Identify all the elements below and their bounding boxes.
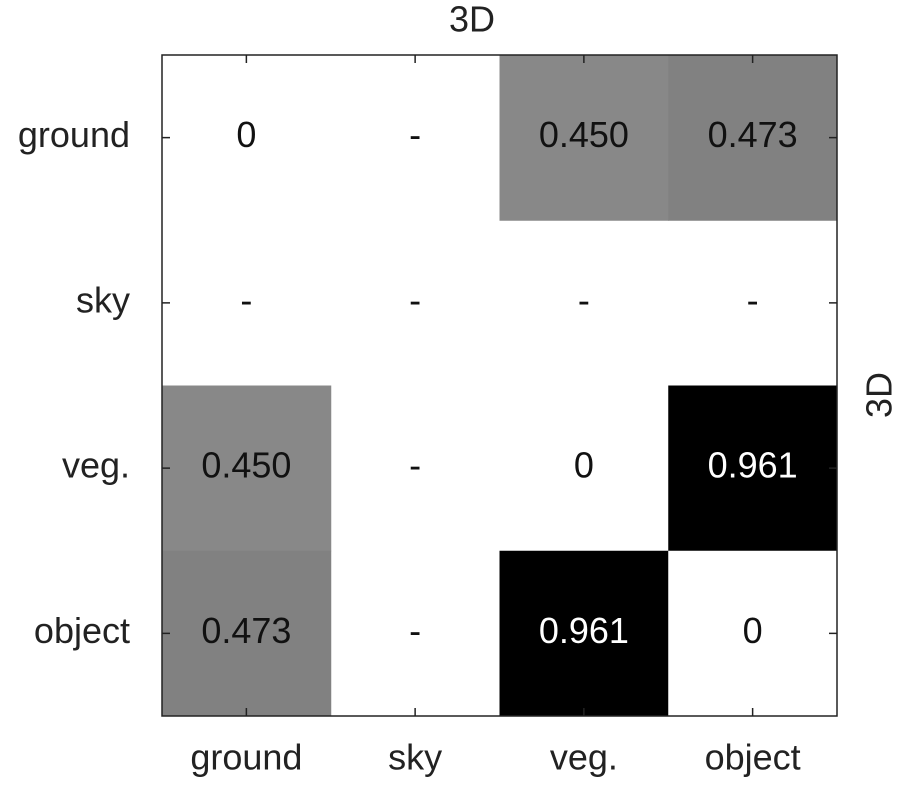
x-tick-label: veg.	[550, 737, 618, 778]
cell-label: -	[409, 610, 421, 651]
cell-label: 0	[574, 445, 594, 486]
heatmap-cell	[499, 385, 669, 552]
y-tick-label: object	[34, 610, 130, 651]
heatmap-cell	[499, 550, 669, 717]
cell-label: 0	[743, 610, 763, 651]
cell-label: 0.473	[201, 610, 291, 651]
x-tick-label: object	[705, 737, 801, 778]
cell-label: -	[747, 279, 759, 320]
cell-label: -	[409, 445, 421, 486]
heatmap-cell	[162, 385, 332, 552]
y-tick-label: ground	[18, 114, 130, 155]
y-tick-label: sky	[76, 279, 130, 320]
cell-label: -	[409, 114, 421, 155]
cell-label: -	[409, 279, 421, 320]
cell-label: 0.450	[539, 114, 629, 155]
cell-label: -	[578, 279, 590, 320]
y-axis-label-right: 3D	[859, 372, 900, 418]
cell-label: 0.450	[201, 445, 291, 486]
y-tick-label: veg.	[62, 445, 130, 486]
x-tick-label: ground	[190, 737, 302, 778]
cell-label: 0.961	[708, 445, 798, 486]
cell-label: 0	[236, 114, 256, 155]
heatmap-cell	[668, 385, 838, 552]
heatmap-cell	[162, 55, 332, 221]
x-tick-label: sky	[388, 737, 442, 778]
heatmap-cell	[668, 55, 838, 221]
heatmap-cell	[162, 550, 332, 717]
heatmap-cell	[499, 55, 669, 221]
cell-label: -	[240, 279, 252, 320]
cell-label: 0.961	[539, 610, 629, 651]
heatmap-cell	[668, 550, 838, 717]
chart-title: 3D	[449, 0, 495, 40]
plot-frame	[161, 54, 838, 717]
cell-label: 0.473	[708, 114, 798, 155]
